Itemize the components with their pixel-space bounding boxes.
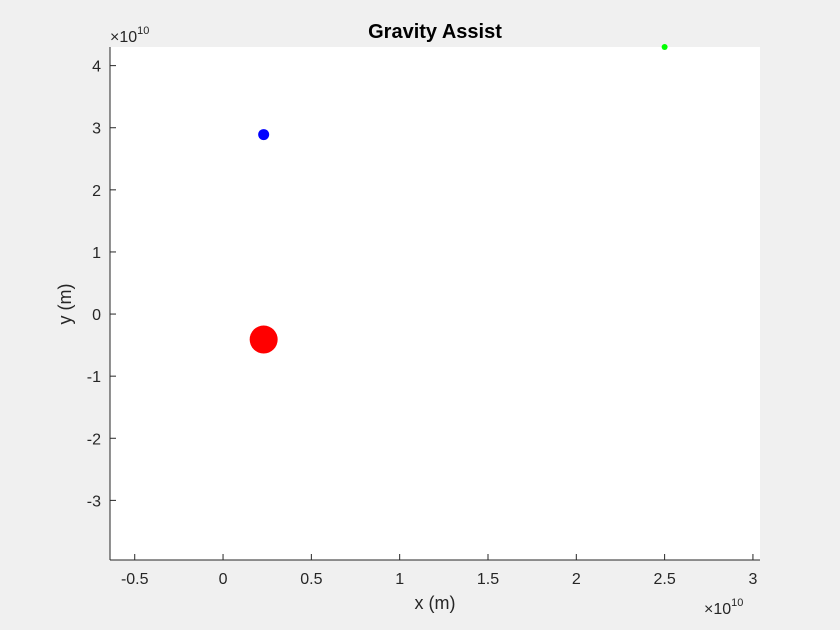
x-tick-label: 1.5 — [477, 571, 499, 588]
data-point — [661, 44, 668, 50]
data-point — [249, 325, 278, 354]
chart-title: Gravity Assist — [368, 21, 502, 43]
y-tick-label: -2 — [87, 431, 101, 448]
x-tick-label: 2.5 — [653, 571, 675, 588]
x-tick-label: 2 — [572, 571, 581, 588]
y-multiplier-exponent: 10 — [137, 25, 149, 37]
x-axis-multiplier: ×1010 — [704, 597, 743, 618]
plot-area — [110, 47, 760, 560]
data-markers — [249, 44, 668, 354]
x-multiplier-base: ×10 — [704, 601, 731, 618]
y-tick-label: -1 — [87, 369, 101, 386]
y-tick-label: 0 — [92, 307, 101, 324]
y-tick-label: 3 — [92, 121, 101, 138]
y-tick-label: 1 — [92, 245, 101, 262]
x-ticks: -0.5 0 0.5 1 1.5 2 2.5 3 — [121, 554, 757, 588]
x-tick-label: 0 — [219, 571, 228, 588]
y-axis-title: y (m) — [55, 284, 75, 325]
y-tick-label: -3 — [87, 493, 101, 510]
x-tick-label: 1 — [395, 571, 404, 588]
y-multiplier-base: ×10 — [110, 29, 137, 46]
x-tick-label: -0.5 — [121, 571, 149, 588]
x-multiplier-exponent: 10 — [731, 597, 743, 609]
y-tick-label: 2 — [92, 183, 101, 200]
x-axis-title: x (m) — [415, 593, 456, 613]
data-point — [258, 129, 270, 141]
x-tick-label: 0.5 — [300, 571, 322, 588]
y-tick-label: 4 — [92, 59, 101, 76]
y-axis-multiplier: ×1010 — [110, 25, 149, 46]
axes — [109, 47, 760, 561]
y-ticks: -3 -2 -1 0 1 2 3 4 — [87, 59, 116, 510]
x-tick-label: 3 — [748, 571, 757, 588]
